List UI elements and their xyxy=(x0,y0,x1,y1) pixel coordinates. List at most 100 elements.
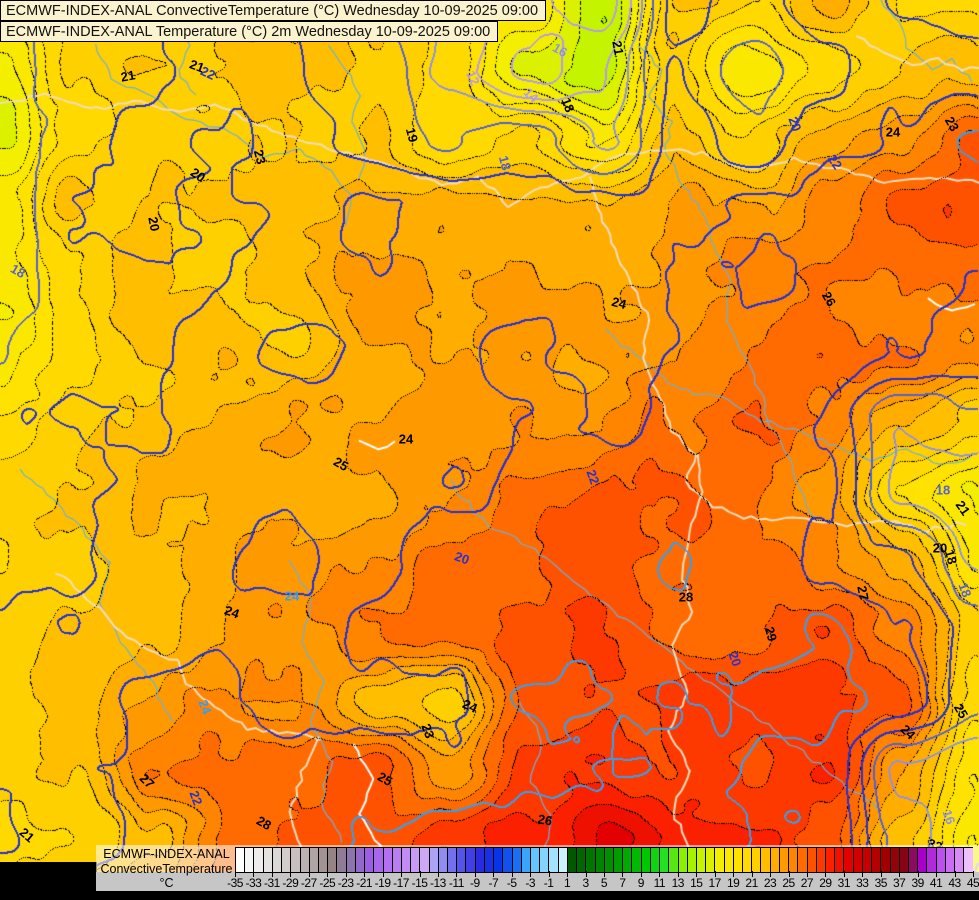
colorbar-cell xyxy=(890,848,900,872)
legend-tick-value: 39 xyxy=(911,876,924,890)
legend-tick-value: 27 xyxy=(800,876,814,890)
legend-tick-mark xyxy=(456,871,458,877)
legend-tick-value: -27 xyxy=(300,876,317,890)
legend-gray-strip xyxy=(96,872,979,891)
legend-tick-value: -7 xyxy=(488,876,499,890)
colorbar-cell xyxy=(512,848,522,872)
colorbar-cell xyxy=(558,848,568,872)
colorbar-cell xyxy=(263,848,273,872)
colorbar-cell xyxy=(429,848,439,872)
colorbar-cell xyxy=(872,848,882,872)
colorbar-cell xyxy=(835,848,845,872)
legend-tick-mark xyxy=(567,871,569,877)
colorbar-cell xyxy=(567,848,578,872)
map-title-line1: ECMWF-INDEX-ANAL ConvectiveTemperature (… xyxy=(0,0,547,21)
legend-tick-mark xyxy=(253,871,255,877)
colorbar-cell xyxy=(669,848,679,872)
legend-tick-mark xyxy=(290,871,292,877)
legend-tick-value: -1 xyxy=(543,876,554,890)
legend-tick-value: -31 xyxy=(263,876,280,890)
legend-tick-value: 41 xyxy=(929,876,943,890)
legend-tick-mark xyxy=(788,871,790,877)
colorbar-cell xyxy=(448,848,458,872)
colorbar-cell xyxy=(291,848,301,872)
legend-tick-value: -23 xyxy=(337,876,354,890)
legend-tick-value: 7 xyxy=(619,876,626,890)
colorbar-cell xyxy=(660,848,670,872)
legend-tick-value: 45 xyxy=(966,876,979,890)
legend-tick-value: -19 xyxy=(374,876,391,890)
colorbar-cell xyxy=(650,848,661,872)
colorbar-cell xyxy=(724,848,734,872)
colorbar-cell xyxy=(632,848,642,872)
colorbar-cell xyxy=(245,848,255,872)
colorbar-cell xyxy=(494,848,504,872)
colorbar-cell xyxy=(945,848,956,872)
colorbar-cell xyxy=(761,848,771,872)
colorbar-cell xyxy=(236,848,246,872)
legend-tick-mark xyxy=(271,871,273,877)
colorbar-cell xyxy=(881,848,891,872)
legend-tick-mark xyxy=(677,871,679,877)
colorbar-cell xyxy=(355,848,366,872)
legend-tick-mark xyxy=(585,871,587,877)
legend-tick-mark xyxy=(511,871,513,877)
colorbar-cell xyxy=(678,848,688,872)
legend-tick-value: 5 xyxy=(600,876,608,890)
legend-tick-mark xyxy=(954,871,956,877)
legend-tick-mark xyxy=(880,871,882,877)
legend-tick-mark xyxy=(806,871,808,877)
legend-tick-value: -3 xyxy=(525,876,536,890)
legend-tick-mark xyxy=(843,871,845,877)
legend-parameter-label: ConvectiveTemperature xyxy=(100,861,233,876)
colorbar-cell xyxy=(964,848,973,872)
legend-tick-mark xyxy=(659,871,661,877)
legend-tick-value: 23 xyxy=(763,876,777,890)
legend-tick-value: 33 xyxy=(856,876,869,890)
legend-tick-value: 17 xyxy=(708,876,722,890)
legend-tick-mark xyxy=(696,871,698,877)
colorbar-cell xyxy=(475,848,485,872)
colorbar-cell xyxy=(853,848,863,872)
legend-tick-mark xyxy=(604,871,605,877)
colorbar-cell xyxy=(337,848,347,872)
colorbar-cell xyxy=(540,848,550,872)
legend-tick-mark xyxy=(345,871,347,877)
colorbar-cell xyxy=(411,848,421,872)
legend-colorbar xyxy=(235,847,973,873)
legend-tick-value: 25 xyxy=(782,876,795,890)
colorbar-cell xyxy=(918,848,928,872)
colorbar-cell xyxy=(798,848,808,872)
legend-tick-value: 31 xyxy=(837,876,851,890)
legend-tick-mark xyxy=(364,871,366,877)
colorbar-cell xyxy=(392,848,402,872)
legend-tick-mark xyxy=(493,871,495,877)
legend-tick-value: -17 xyxy=(393,876,409,890)
colorbar-cell xyxy=(282,848,292,872)
map-title-line2: ECMWF-INDEX-ANAL Temperature (°C) 2m Wed… xyxy=(0,21,499,42)
colorbar-cell xyxy=(586,848,596,872)
colorbar-cell xyxy=(862,848,873,872)
legend-tick-mark xyxy=(899,871,901,877)
legend-product-label: ECMWF-INDEX-ANAL xyxy=(103,847,230,861)
legend-tick-value: 13 xyxy=(671,876,685,890)
colorbar-cell xyxy=(743,848,753,872)
colorbar-cell xyxy=(577,848,587,872)
legend-tick-mark xyxy=(862,871,864,877)
legend-tick-value: 9 xyxy=(637,876,645,890)
colorbar-cell xyxy=(300,848,310,872)
legend-tick-mark xyxy=(751,871,753,877)
colorbar-cell xyxy=(595,848,605,872)
legend-tick-value: 3 xyxy=(582,876,589,890)
colorbar-cell xyxy=(466,848,476,872)
colorbar-cell xyxy=(613,848,624,872)
colorbar-cell xyxy=(687,848,697,872)
legend-tick-value: 21 xyxy=(745,876,758,890)
colorbar-cell xyxy=(549,848,559,872)
colorbar-cell xyxy=(521,848,531,872)
legend-tick-mark xyxy=(548,871,550,877)
legend-units-label: °C xyxy=(159,876,174,890)
colorbar-cell xyxy=(908,848,919,872)
legend-tick-value: -21 xyxy=(356,876,373,890)
